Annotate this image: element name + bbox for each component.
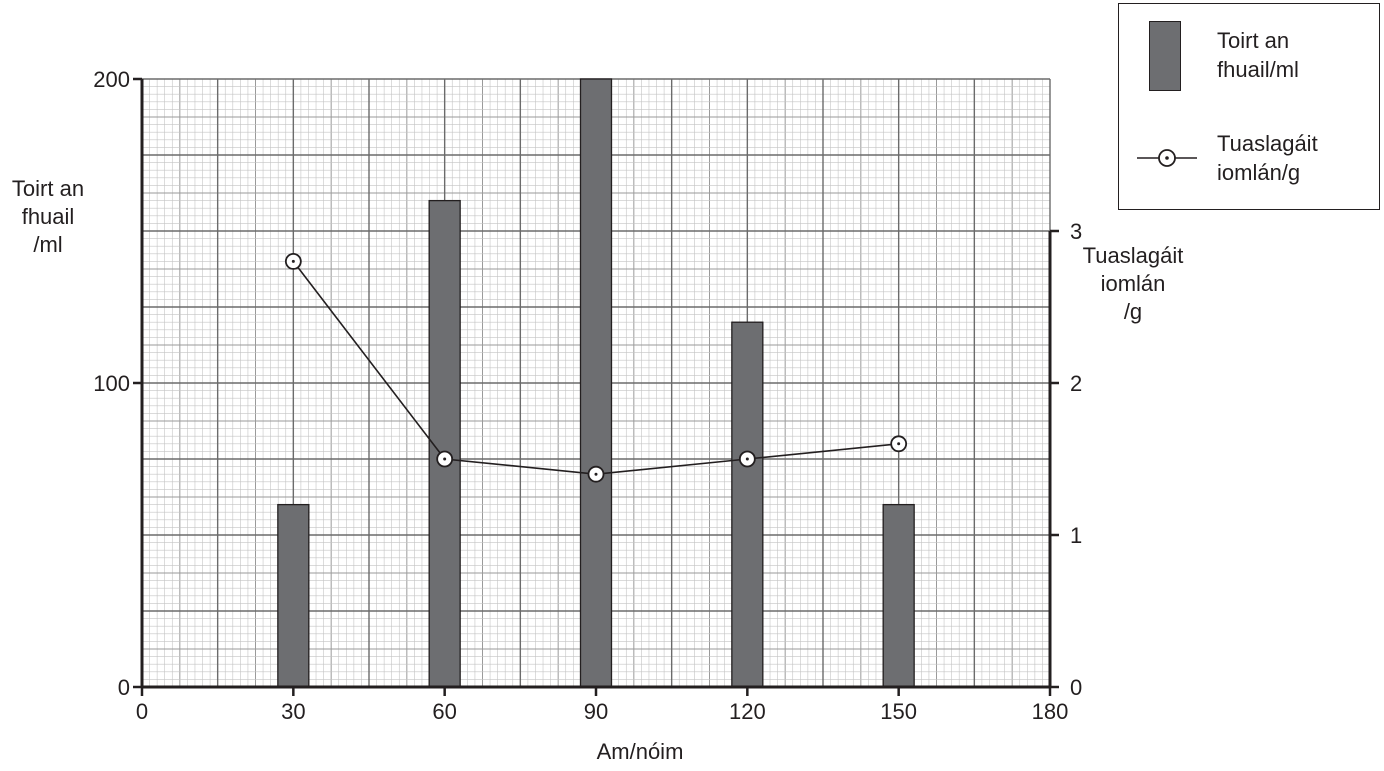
line-point-dot	[291, 259, 295, 263]
bar	[428, 199, 461, 688]
line-point-dot	[443, 457, 447, 461]
legend-bar-swatch	[1149, 21, 1181, 91]
y-left-label-line: Toirt an	[11, 176, 85, 201]
x-tick-label: 180	[1032, 699, 1069, 724]
line-point-dot	[745, 457, 749, 461]
legend-bar-label-line: fhuail/ml	[1217, 57, 1299, 82]
legend-line-label-line: Tuaslagáit	[1217, 131, 1318, 156]
y-right-tick-label: 1	[1070, 523, 1082, 548]
x-tick-label: 150	[880, 699, 917, 724]
axes	[133, 77, 1059, 696]
legend: Toirt an fhuail/ml Tuaslagáit iomlán/g	[1118, 3, 1380, 210]
y-right-tick-label: 2	[1070, 371, 1082, 396]
bar	[882, 503, 915, 688]
y-left-tick-label: 100	[93, 371, 130, 396]
bar	[579, 78, 613, 688]
y-left-label-line: /ml	[33, 232, 63, 257]
legend-line-label-line: iomlán/g	[1217, 160, 1301, 185]
bar	[731, 321, 764, 688]
legend-bar-label-line: Toirt an	[1217, 28, 1290, 53]
y-right-label-line: Tuaslagáit	[1082, 243, 1184, 268]
line-point-dot	[594, 472, 598, 476]
bar	[277, 503, 310, 688]
y-left-tick-label: 200	[93, 67, 130, 92]
x-tick-label: 120	[729, 699, 766, 724]
x-tick-label: 90	[584, 699, 608, 724]
y-axis-right-label: Tuaslagáit iomlán /g	[1078, 242, 1188, 326]
y-right-label-line: /g	[1123, 299, 1143, 324]
legend-line-label: Tuaslagáit iomlán/g	[1217, 129, 1318, 187]
y-left-tick-label: 0	[118, 675, 130, 700]
x-tick-label: 0	[136, 699, 148, 724]
legend-bar-label: Toirt an fhuail/ml	[1217, 26, 1299, 84]
y-right-label-line: iomlán	[1100, 271, 1166, 296]
y-left-label-line: fhuail	[21, 204, 75, 229]
line-point-dot	[897, 442, 901, 446]
legend-line-marker-icon	[1137, 149, 1197, 167]
x-axis-label: Am/nóim	[596, 739, 684, 764]
x-tick-label: 30	[281, 699, 305, 724]
y-right-tick-label: 0	[1070, 675, 1082, 700]
y-right-tick-label: 3	[1070, 219, 1082, 244]
line-series	[284, 252, 908, 483]
y-axis-left-label: Toirt an fhuail /ml	[2, 175, 94, 259]
x-tick-label: 60	[432, 699, 456, 724]
